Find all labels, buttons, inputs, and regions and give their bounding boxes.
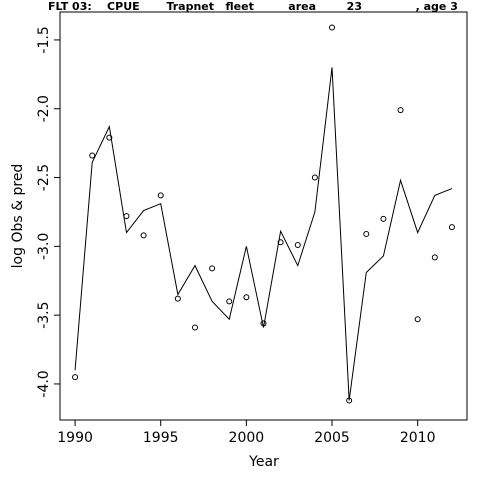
x-tick-label: 1990 — [57, 430, 93, 446]
x-axis-label: Year — [248, 454, 279, 470]
data-point — [294, 241, 301, 248]
data-point — [448, 224, 455, 231]
data-point — [380, 215, 387, 222]
x-tick-label: 2005 — [314, 430, 350, 446]
y-tick-label: -4.0 — [36, 370, 52, 397]
y-tick-label: -2.0 — [36, 95, 52, 122]
data-point — [329, 24, 336, 31]
data-point — [140, 232, 147, 239]
plot-frame — [59, 11, 468, 421]
data-point — [226, 298, 233, 305]
data-point — [431, 254, 438, 261]
data-point — [209, 265, 216, 272]
data-line — [74, 67, 453, 401]
y-tick-label: -1.5 — [36, 26, 52, 53]
y-tick-label: -3.0 — [36, 233, 52, 260]
y-axis-label: log Obs & pred — [10, 164, 26, 269]
x-tick-label: 1995 — [143, 430, 179, 446]
x-tick-label: 2010 — [400, 430, 436, 446]
data-point — [89, 152, 96, 159]
x-tick-label: 2000 — [229, 430, 265, 446]
data-point — [157, 192, 164, 199]
data-point — [311, 174, 318, 181]
data-point — [397, 107, 404, 114]
data-point — [72, 374, 79, 381]
data-point — [106, 134, 113, 141]
data-point — [174, 295, 181, 302]
data-point — [414, 316, 421, 323]
data-point — [243, 294, 250, 301]
data-point — [277, 239, 284, 246]
y-tick-label: -3.5 — [36, 301, 52, 328]
y-tick-label: -2.5 — [36, 164, 52, 191]
chart-title: FLT 03: CPUE Trapnet fleet area 23 , age… — [48, 0, 458, 13]
data-point — [363, 230, 370, 237]
data-point — [191, 324, 198, 331]
